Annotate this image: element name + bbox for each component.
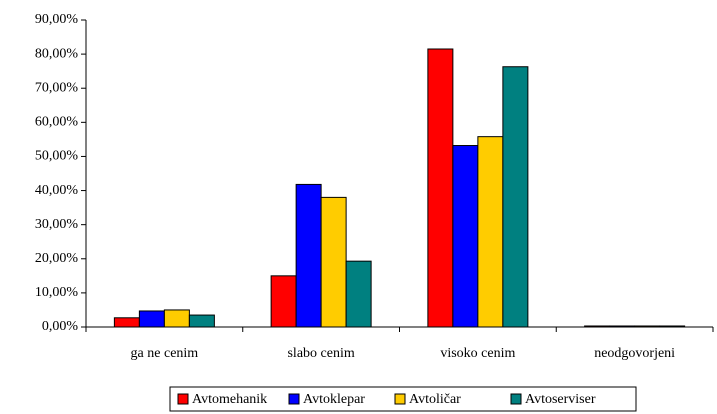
y-tick-label: 70,00%	[35, 80, 79, 95]
bar	[502, 66, 529, 328]
y-tick-label: 90,00%	[35, 12, 79, 27]
x-tick-label: slabo cenim	[287, 346, 354, 361]
legend-label: Avtoklepar	[303, 392, 365, 407]
y-tick-label: 80,00%	[35, 46, 79, 61]
bar	[320, 196, 347, 328]
legend-swatch	[510, 393, 522, 405]
bar	[477, 136, 504, 328]
bar	[138, 310, 165, 328]
legend-swatch	[177, 393, 189, 405]
legend-label: Avtoličar	[409, 392, 461, 407]
y-tick-label: 30,00%	[35, 217, 79, 232]
bar	[163, 309, 190, 328]
y-tick-label: 40,00%	[35, 183, 79, 198]
legend-swatch	[288, 393, 300, 405]
x-tick-label: neodgovorjeni	[594, 346, 675, 361]
legend-swatch	[394, 393, 406, 405]
y-tick-label: 60,00%	[35, 115, 79, 130]
bar	[270, 275, 297, 328]
x-tick-label: visoko cenim	[440, 346, 515, 361]
bar	[345, 260, 372, 328]
y-tick-label: 50,00%	[35, 149, 79, 164]
bar	[452, 145, 479, 328]
y-tick-label: 0,00%	[42, 319, 79, 334]
bar	[427, 48, 454, 328]
bar	[188, 314, 215, 328]
y-tick-label: 10,00%	[35, 285, 79, 300]
bar	[113, 317, 140, 328]
legend-label: Avtomehanik	[192, 392, 267, 407]
x-tick-label: ga ne cenim	[131, 346, 199, 361]
y-tick-label: 20,00%	[35, 251, 79, 266]
legend-label: Avtoserviser	[525, 392, 596, 407]
bar	[295, 183, 322, 328]
